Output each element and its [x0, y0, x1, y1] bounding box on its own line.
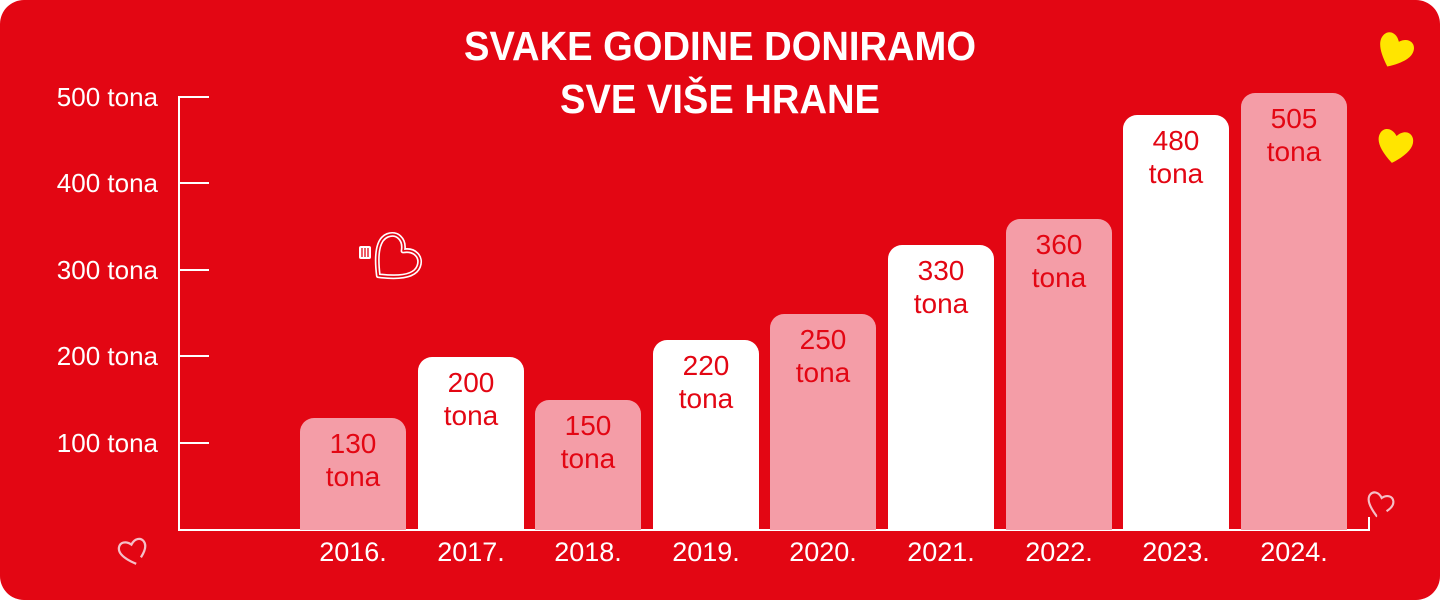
bar-2021: 330 tona	[888, 245, 994, 530]
bar-2023: 480 tona	[1123, 115, 1229, 530]
bar-value-label: 220 tona	[653, 350, 759, 416]
y-axis-tick-label: 500 tona	[56, 81, 158, 112]
bar-value-unit: tona	[1031, 261, 1087, 293]
bar-value-unit: tona	[913, 287, 969, 319]
x-axis-line	[178, 529, 1370, 531]
bar-value-unit: tona	[678, 382, 734, 414]
bar-value-number: 220	[682, 350, 730, 381]
x-axis-label: 2017.	[437, 537, 505, 567]
bar-2020: 250 tona	[770, 314, 876, 530]
x-axis-end-tick	[1368, 517, 1370, 530]
bar-value-unit: tona	[443, 399, 499, 431]
bar-value-unit: tona	[560, 442, 616, 474]
heart-wire-logo-icon	[359, 232, 422, 280]
bar-value-label: 505 tona	[1241, 103, 1347, 169]
y-axis-tick-label: 400 tona	[56, 168, 158, 198]
x-axis-label: 2023.	[1142, 537, 1210, 567]
x-axis-label: 2022.	[1025, 537, 1093, 567]
y-axis-tick	[178, 441, 209, 444]
bar-value-number: 505	[1270, 103, 1318, 134]
bar-value-number: 330	[917, 255, 965, 286]
x-axis-label: 2016.	[319, 537, 387, 567]
bar-2019: 220 tona	[653, 340, 759, 530]
sketch-heart-icon	[1367, 491, 1395, 518]
bar-value-unit: tona	[325, 460, 381, 492]
y-axis-tick-label: 300 tona	[56, 254, 158, 285]
bar-value-label: 330 tona	[888, 255, 994, 321]
bar-value-unit: tona	[1148, 157, 1204, 189]
bar-value-number: 250	[799, 324, 847, 355]
bar-value-number: 480	[1152, 125, 1200, 156]
y-axis-tick	[178, 268, 209, 271]
bar-value-unit: tona	[795, 356, 851, 388]
chart-title: SVAKE GODINE DONIRAMO SVE VIŠE HRANE	[50, 20, 1389, 127]
bar-value-unit: tona	[1266, 135, 1322, 167]
y-axis-tick	[178, 95, 209, 98]
bar-value-number: 200	[447, 367, 495, 398]
y-axis-tick-label: 200 tona	[56, 341, 158, 371]
yellow-heart-icon	[1380, 32, 1414, 67]
sketch-heart-icon	[117, 537, 147, 566]
x-axis-label: 2019.	[672, 537, 740, 567]
bar-value-label: 150 tona	[535, 410, 641, 476]
bar-value-number: 130	[329, 428, 377, 459]
bar-value-number: 150	[564, 410, 612, 441]
bar-2024: 505 tona	[1241, 93, 1347, 530]
bar-value-label: 200 tona	[418, 367, 524, 433]
bar-2022: 360 tona	[1006, 219, 1112, 530]
bar-value-number: 360	[1035, 229, 1083, 260]
chart-title-line1: SVAKE GODINE DONIRAMO	[464, 23, 976, 69]
x-axis-label: 2021.	[907, 537, 975, 567]
x-axis-label: 2018.	[554, 537, 622, 567]
y-axis-tick	[178, 182, 209, 184]
y-axis-line	[178, 96, 180, 531]
y-axis-tick-label: 100 tona	[56, 427, 158, 458]
yellow-heart-icon	[1378, 129, 1414, 163]
bar-2018: 150 tona	[535, 400, 641, 530]
bar-value-label: 250 tona	[770, 324, 876, 390]
bar-value-label: 360 tona	[1006, 229, 1112, 295]
y-axis-tick	[178, 355, 209, 357]
x-axis-label: 2020.	[789, 537, 857, 567]
bar-value-label: 480 tona	[1123, 125, 1229, 191]
bar-2016: 130 tona	[300, 418, 406, 530]
x-axis-label: 2024.	[1260, 537, 1328, 567]
bar-2017: 200 tona	[418, 357, 524, 530]
bar-value-label: 130 tona	[300, 428, 406, 494]
plug-tab	[359, 246, 371, 259]
chart-title-line2: SVE VIŠE HRANE	[560, 76, 880, 123]
